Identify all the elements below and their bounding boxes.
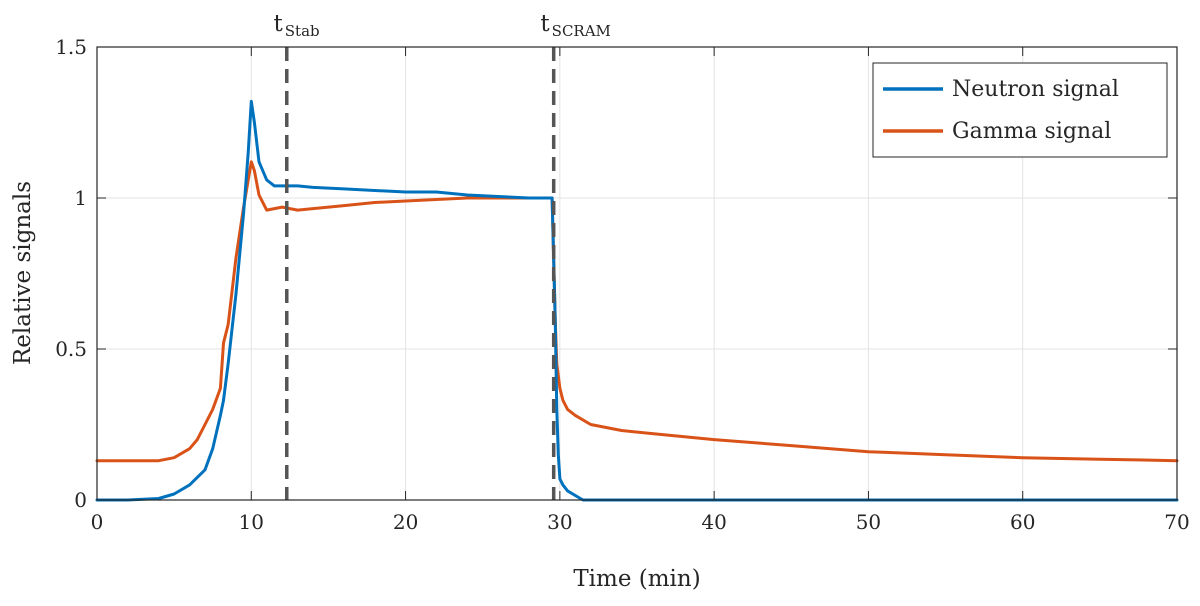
x-tick-label: 30 <box>547 510 572 534</box>
y-axis-title: Relative signals <box>10 181 36 365</box>
x-tick-label: 10 <box>239 510 264 534</box>
y-tick-label: 0 <box>74 488 87 512</box>
neutron-signal-line <box>95 99 1179 502</box>
legend: Neutron signal Gamma signal <box>872 62 1168 158</box>
x-tick-label: 40 <box>701 510 726 534</box>
series-layer <box>95 99 1179 502</box>
y-tick-label: 1.5 <box>55 35 87 59</box>
legend-label-neutron: Neutron signal <box>952 77 1119 102</box>
marker-label-stab: t <box>274 11 284 37</box>
plot-frame <box>96 46 1178 501</box>
marker-label-scram: t <box>540 11 550 37</box>
x-tick-label: 60 <box>1010 510 1035 534</box>
marker-subscript-stab: Stab <box>285 22 320 40</box>
gamma-signal-line <box>95 160 1179 463</box>
x-tick-label: 20 <box>393 510 418 534</box>
x-tick-label: 0 <box>91 510 104 534</box>
axis-ticks: 0 10 20 30 40 50 60 70 0 0.5 1 1.5 <box>55 35 1190 534</box>
marker-subscript-scram: SCRAM <box>552 22 611 40</box>
x-axis-title: Time (min) <box>573 566 700 592</box>
legend-label-gamma: Gamma signal <box>952 119 1111 144</box>
x-tick-label: 70 <box>1164 510 1189 534</box>
legend-box <box>872 62 1168 158</box>
y-tick-label: 1 <box>74 186 87 210</box>
marker-lines: t Stab t SCRAM <box>274 11 611 500</box>
x-tick-label: 50 <box>856 510 881 534</box>
y-tick-label: 0.5 <box>55 337 87 361</box>
